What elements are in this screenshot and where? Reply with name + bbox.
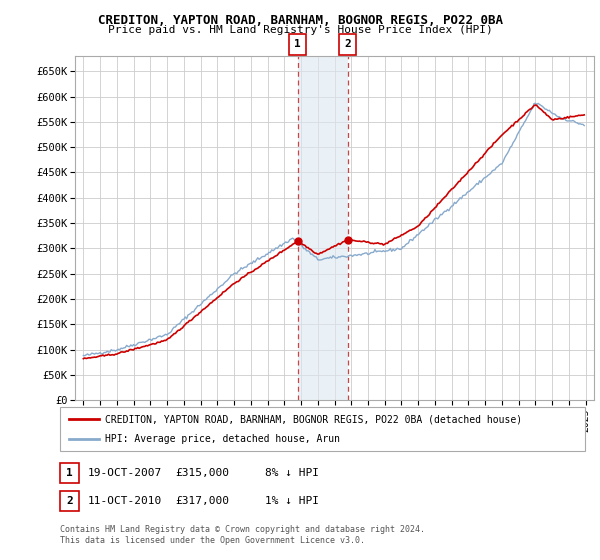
Text: Contains HM Land Registry data © Crown copyright and database right 2024.
This d: Contains HM Land Registry data © Crown c… <box>60 525 425 545</box>
Text: 2: 2 <box>66 496 73 506</box>
Text: 2: 2 <box>344 39 351 49</box>
Text: HPI: Average price, detached house, Arun: HPI: Average price, detached house, Arun <box>105 433 340 444</box>
Text: 11-OCT-2010: 11-OCT-2010 <box>88 496 163 506</box>
Bar <box>298 56 348 400</box>
Text: CREDITON, YAPTON ROAD, BARNHAM, BOGNOR REGIS, PO22 0BA: CREDITON, YAPTON ROAD, BARNHAM, BOGNOR R… <box>97 14 503 27</box>
Text: £315,000: £315,000 <box>175 468 229 478</box>
Text: CREDITON, YAPTON ROAD, BARNHAM, BOGNOR REGIS, PO22 0BA (detached house): CREDITON, YAPTON ROAD, BARNHAM, BOGNOR R… <box>105 414 522 424</box>
Text: 8% ↓ HPI: 8% ↓ HPI <box>265 468 319 478</box>
Text: 19-OCT-2007: 19-OCT-2007 <box>88 468 163 478</box>
Text: 1% ↓ HPI: 1% ↓ HPI <box>265 496 319 506</box>
Text: 1: 1 <box>66 468 73 478</box>
Text: £317,000: £317,000 <box>175 496 229 506</box>
Text: Price paid vs. HM Land Registry's House Price Index (HPI): Price paid vs. HM Land Registry's House … <box>107 25 493 35</box>
Text: 1: 1 <box>294 39 301 49</box>
